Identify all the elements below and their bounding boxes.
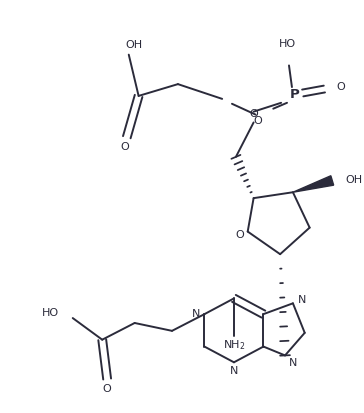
Text: NH$_2$: NH$_2$ [223, 339, 245, 352]
Text: HO: HO [278, 39, 296, 49]
Text: O: O [337, 82, 345, 92]
Text: HO: HO [42, 308, 59, 318]
Text: N: N [191, 309, 200, 319]
Text: P: P [290, 88, 300, 102]
Text: OH: OH [345, 176, 362, 185]
Text: O: O [253, 116, 262, 126]
Text: OH: OH [125, 40, 142, 50]
Text: O: O [120, 142, 129, 152]
Text: O: O [249, 109, 258, 119]
Text: O: O [103, 384, 111, 394]
Text: O: O [236, 230, 244, 240]
Text: N: N [298, 295, 306, 305]
Polygon shape [293, 176, 334, 192]
Text: N: N [230, 366, 238, 376]
Text: N: N [289, 358, 297, 368]
